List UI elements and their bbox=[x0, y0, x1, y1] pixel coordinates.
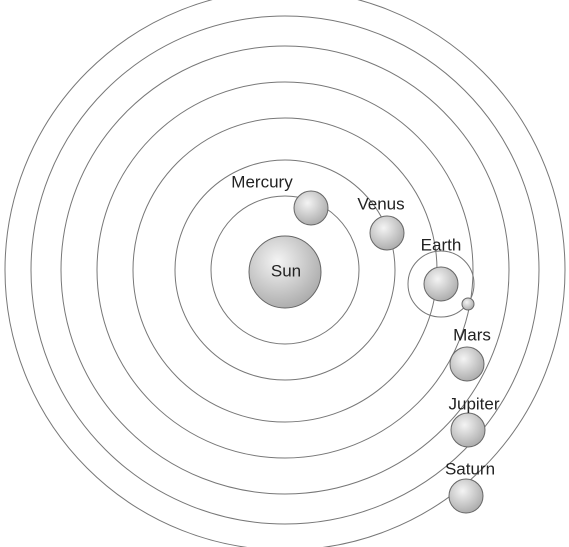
sun bbox=[248, 235, 322, 309]
orbit bbox=[4, 0, 566, 547]
orbit bbox=[174, 159, 396, 381]
jupiter bbox=[450, 412, 486, 448]
venus-label: Venus bbox=[357, 194, 404, 213]
sun-label: Sun bbox=[271, 261, 301, 280]
earth bbox=[423, 266, 459, 302]
mars-label: Mars bbox=[453, 325, 491, 344]
saturn bbox=[448, 478, 484, 514]
orbit bbox=[210, 195, 360, 345]
orbit bbox=[30, 15, 540, 525]
venus bbox=[369, 215, 405, 251]
moon-orbit bbox=[407, 250, 475, 318]
orbit bbox=[60, 45, 510, 495]
moon bbox=[461, 297, 475, 311]
jupiter-label: Jupiter bbox=[448, 394, 499, 413]
mars bbox=[449, 346, 485, 382]
mercury-label: Mercury bbox=[231, 172, 293, 191]
mercury bbox=[293, 190, 329, 226]
saturn-label: Saturn bbox=[445, 459, 495, 478]
orbit bbox=[96, 81, 474, 459]
earth-label: Earth bbox=[421, 235, 462, 254]
